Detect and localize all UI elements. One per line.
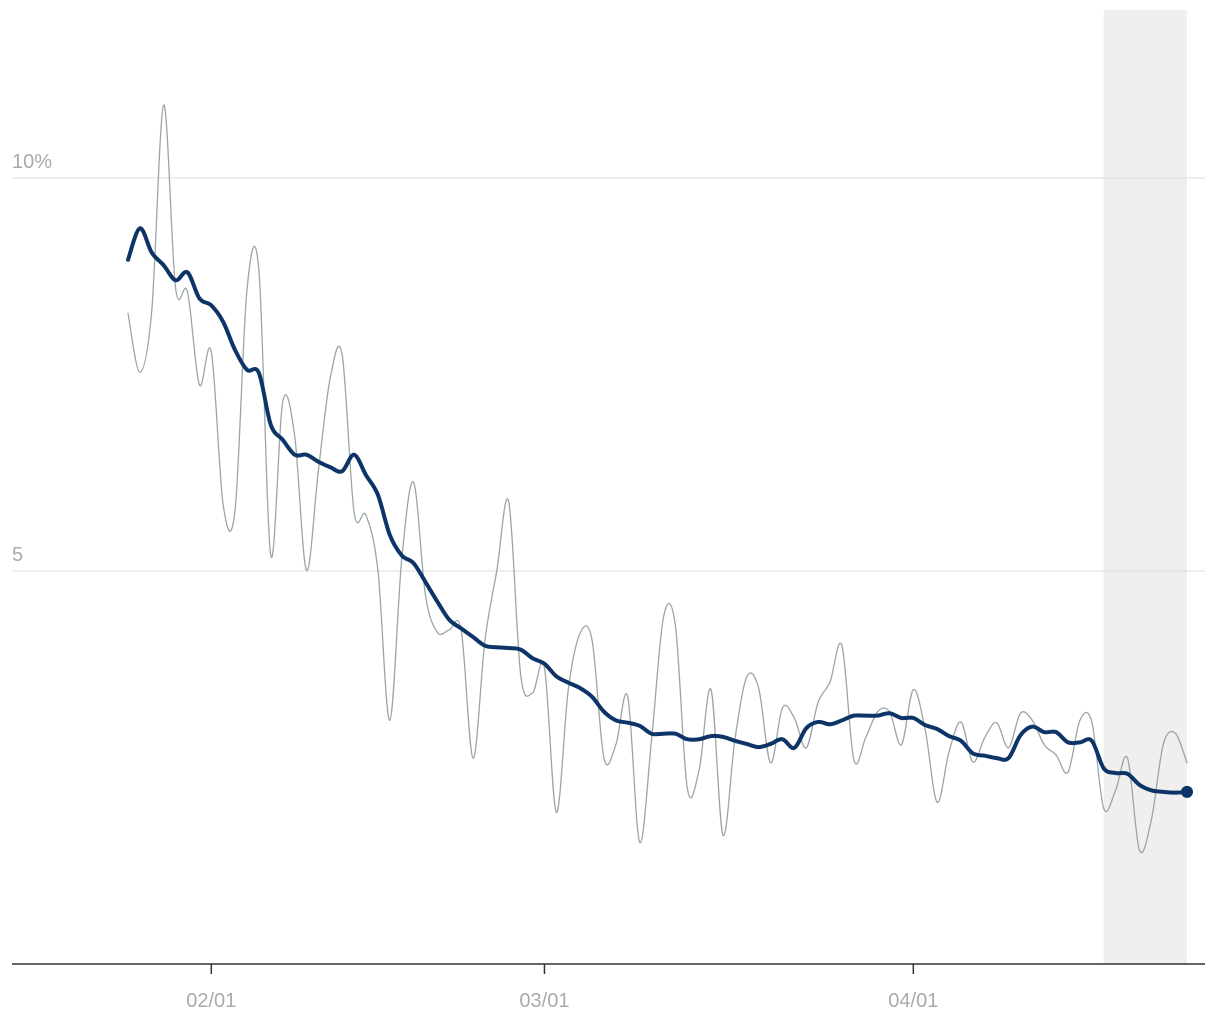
y-tick-label: 5 [12, 544, 23, 566]
end-dot [1181, 785, 1193, 798]
x-tick-label: 02/01 [186, 990, 236, 1012]
x-tick-label: 04/01 [888, 990, 938, 1012]
line [127, 104, 1188, 854]
y-tick-label: 10% [12, 151, 52, 173]
shaded-region [1103, 10, 1187, 964]
x-tick-label: 03/01 [519, 990, 569, 1012]
line [126, 226, 1189, 795]
